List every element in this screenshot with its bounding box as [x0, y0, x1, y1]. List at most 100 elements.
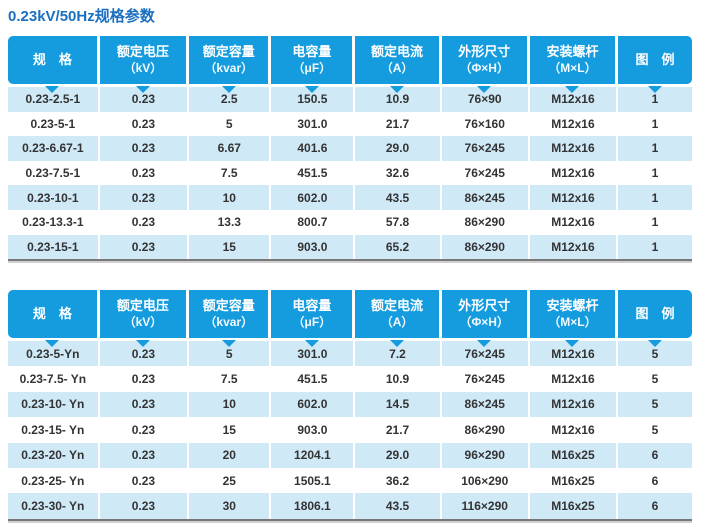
- column-header-label: 电容量: [292, 44, 332, 60]
- cell: 10.9: [355, 366, 442, 392]
- cell: 0.23: [99, 442, 190, 468]
- cell: 602.0: [271, 185, 356, 210]
- cell: 1204.1: [271, 442, 356, 468]
- cell: 29.0: [355, 136, 442, 161]
- column-header: 图 例: [618, 290, 692, 347]
- cell: 0.23: [99, 366, 190, 392]
- cell: 86×290: [441, 417, 530, 443]
- column-header: 安装螺杆 （M×L）: [529, 290, 619, 347]
- cell: 30: [189, 493, 272, 519]
- cell: 76×245: [441, 366, 530, 392]
- column-header-unit: （Φ×H）: [459, 314, 509, 329]
- cell: 0.23: [99, 234, 190, 260]
- table-row: 0.23-10- Yn 0.23 10 602.0 14.5 86×245 M12x16 5: [8, 391, 692, 418]
- cell: 1: [618, 209, 692, 235]
- triangle-pointer-icon: [648, 86, 662, 93]
- table-header-row: 规 格额定电压 （kV） 额定容量 （kvar） 电容量 （μF） 额定电流 （A） 外形尺寸（…: [8, 36, 692, 93]
- cell: M12x16: [529, 209, 619, 235]
- column-header: 电容量 （μF）: [271, 290, 356, 347]
- column-header-label: 额定电流: [371, 44, 424, 60]
- cell: M12x16: [529, 366, 619, 392]
- cell: 32.6: [355, 160, 442, 186]
- cell: 76×245: [441, 136, 530, 161]
- triangle-pointer-icon: [135, 86, 150, 93]
- cell: 903.0: [271, 234, 356, 260]
- cell: M12x16: [529, 417, 619, 443]
- cell: 7.5: [189, 366, 272, 392]
- cell: 602.0: [271, 391, 356, 418]
- cell: M12x16: [529, 160, 619, 186]
- cell: 1: [618, 160, 692, 186]
- cell: 0.23-30- Yn: [8, 493, 100, 519]
- cell: 0.23-7.5- Yn: [8, 366, 100, 392]
- triangle-pointer-icon: [565, 86, 580, 93]
- triangle-pointer-icon: [304, 86, 319, 93]
- cell: 10: [189, 391, 272, 418]
- cell: 1: [618, 136, 692, 161]
- cell: 21.7: [355, 111, 442, 137]
- triangle-pointer-icon: [135, 340, 150, 347]
- cell: 1806.1: [271, 493, 356, 519]
- triangle-pointer-icon: [304, 340, 319, 347]
- table-row: 0.23-10-1 0.23 10 602.0 43.5 86×245 M12x16 1: [8, 185, 692, 210]
- cell: M12x16: [529, 391, 619, 418]
- column-header-unit: （Φ×H）: [459, 60, 509, 75]
- cell: 0.23-25- Yn: [8, 467, 100, 494]
- cell: 1: [618, 234, 692, 260]
- cell: 451.5: [271, 366, 356, 392]
- cell: 0.23-20- Yn: [8, 442, 100, 468]
- table-row: 0.23-6.67-1 0.23 6.67 401.6 29.0 76×245 M12x16…: [8, 136, 692, 161]
- column-header: 图 例: [618, 36, 692, 93]
- column-header-label: 额定电压: [116, 298, 169, 314]
- cell: 0.23: [99, 209, 190, 235]
- column-header-label: 电容量: [292, 298, 332, 314]
- triangle-pointer-icon: [45, 340, 60, 347]
- cell: 86×290: [441, 209, 530, 235]
- column-header: 额定电压 （kV）: [99, 290, 190, 347]
- cell: 43.5: [355, 185, 442, 210]
- cell: 7.5: [189, 160, 272, 186]
- triangle-pointer-icon: [565, 340, 580, 347]
- cell: 903.0: [271, 417, 356, 443]
- table-row: 0.23-7.5- Yn 0.23 7.5 451.5 10.9 76×245 M12x16…: [8, 366, 692, 392]
- cell: 43.5: [355, 493, 442, 519]
- triangle-pointer-icon: [477, 86, 492, 93]
- cell: 0.23: [99, 160, 190, 186]
- cell: 0.23-10-1: [8, 185, 100, 210]
- table-row: 0.23-30- Yn 0.23 30 1806.1 43.5 116×290 M16x25…: [8, 493, 692, 519]
- cell: 5: [618, 417, 692, 443]
- cell: 0.23: [99, 391, 190, 418]
- column-header: 额定电压 （kV）: [99, 36, 190, 93]
- cell: 301.0: [271, 111, 356, 137]
- table-row: 0.23-15-1 0.23 15 903.0 65.2 86×290 M12x16 1: [8, 234, 692, 260]
- cell: 65.2: [355, 234, 442, 260]
- cell: M16x25: [529, 493, 619, 519]
- spec-table-2: 规 格额定电压 （kV） 额定容量 （kvar） 电容量 （μF） 额定电流 （A） 外形尺寸（…: [8, 290, 692, 521]
- cell: 0.23-6.67-1: [8, 136, 100, 161]
- cell: 13.3: [189, 209, 272, 235]
- cell: 0.23-13.3-1: [8, 209, 100, 235]
- column-header-label: 额定容量: [202, 298, 255, 314]
- cell: 0.23-10- Yn: [8, 391, 100, 418]
- spec-table-1: 规 格额定电压 （kV） 额定容量 （kvar） 电容量 （μF） 额定电流 （A） 外形尺寸（…: [8, 36, 692, 262]
- cell: M12x16: [529, 185, 619, 210]
- column-header: 额定电流 （A）: [355, 36, 442, 93]
- cell: 6: [618, 442, 692, 468]
- cell: M16x25: [529, 467, 619, 494]
- table-header-row: 规 格额定电压 （kV） 额定容量 （kvar） 电容量 （μF） 额定电流 （A） 外形尺寸（…: [8, 290, 692, 347]
- cell: 86×290: [441, 234, 530, 260]
- triangle-pointer-icon: [648, 340, 662, 347]
- cell: 76×160: [441, 111, 530, 137]
- cell: 451.5: [271, 160, 356, 186]
- cell: 1: [618, 111, 692, 137]
- table-row: 0.23-25- Yn 0.23 25 1505.1 36.2 106×290 M16x25…: [8, 467, 692, 494]
- triangle-pointer-icon: [221, 86, 236, 93]
- cell: M12x16: [529, 111, 619, 137]
- triangle-pointer-icon: [45, 86, 60, 93]
- cell: 1505.1: [271, 467, 356, 494]
- cell: 96×290: [441, 442, 530, 468]
- column-header-label: 图 例: [635, 305, 675, 321]
- cell: 1: [618, 185, 692, 210]
- column-header-unit: （μF）: [292, 314, 332, 329]
